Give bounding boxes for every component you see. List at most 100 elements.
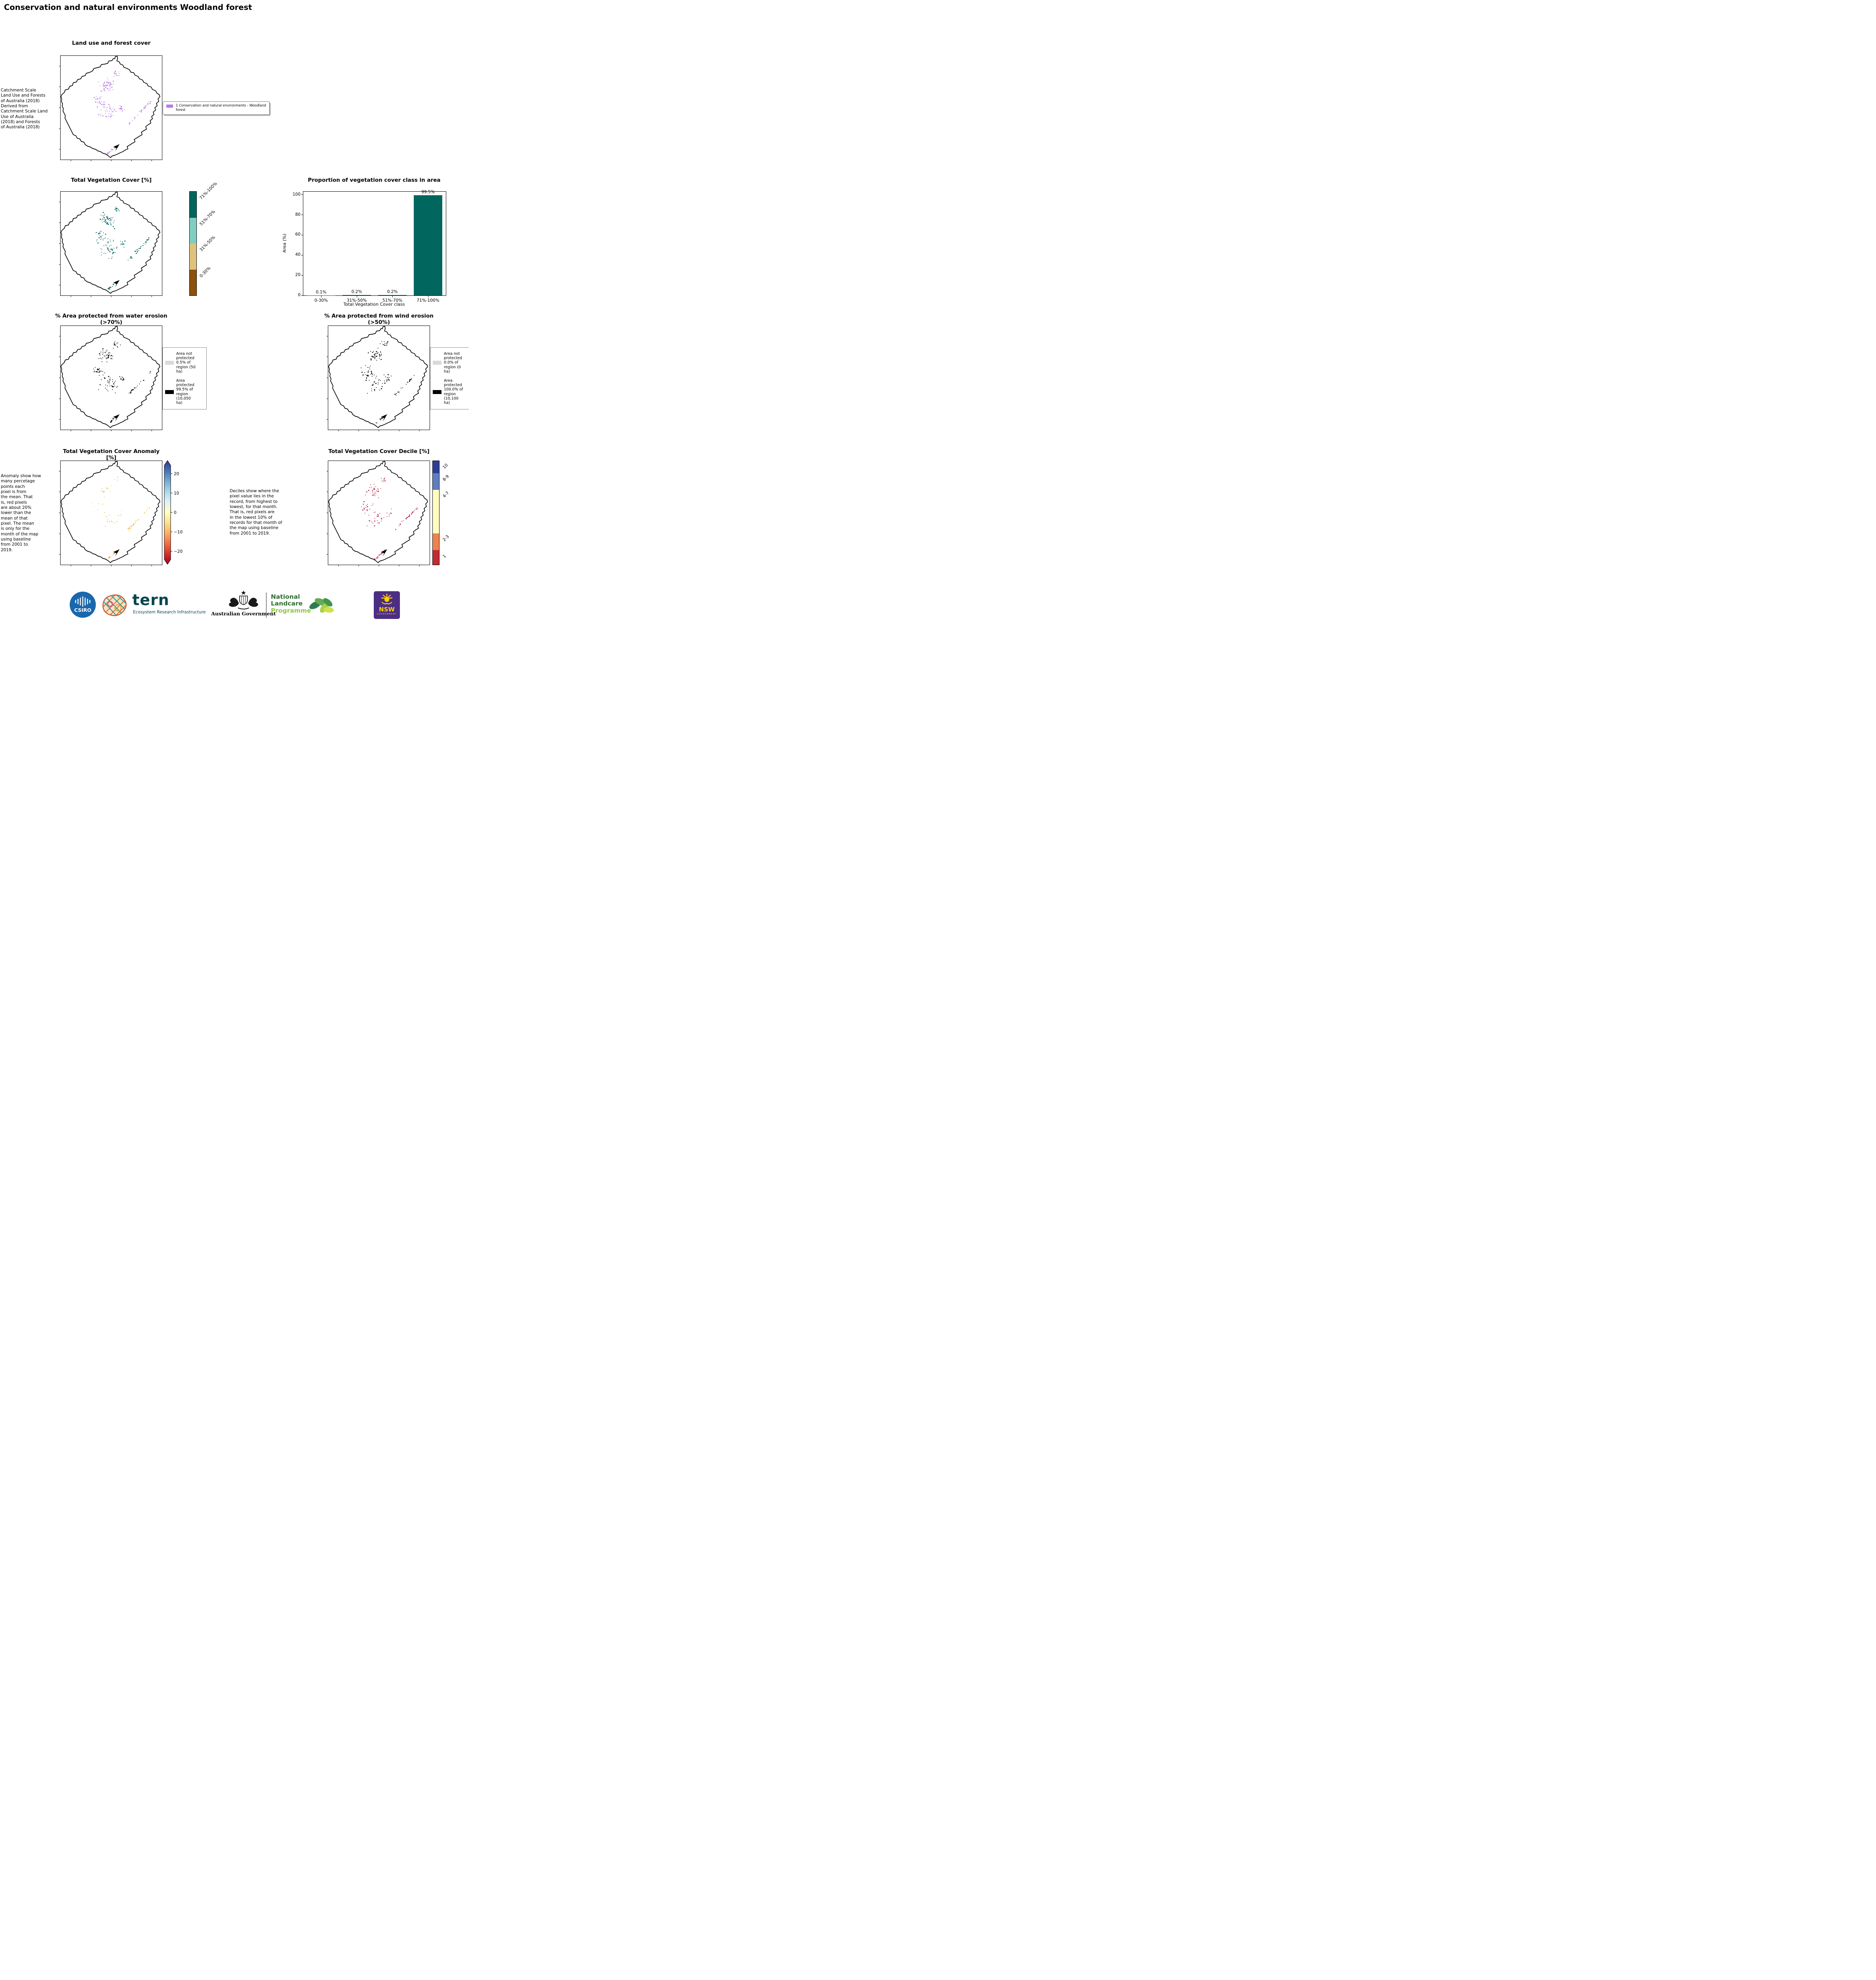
map-axis-ticks [59,66,152,162]
landcare-wordmark: National Landcare Programme [271,593,311,614]
bar [414,195,442,295]
tick-label-y: 100 [292,192,301,197]
water-erosion-legend: Area not protected 0.5% of region (50 ha… [162,347,207,410]
tick-label-x: 31%-50% [346,298,367,303]
crest-emu [248,598,258,607]
legend-label-protected: Area protected 99.5% of region (10,050 h… [176,379,194,406]
water-erosion-map [59,326,162,432]
catchment-boundary [61,461,160,563]
tick-label-y: 80 [295,212,301,217]
colorbar-class-label: 71%-100% [199,181,218,201]
water-erosion-panel-title: % Area protected from water erosion (>70… [55,313,167,326]
decile-panel-title: Total Vegetation Cover Decile [%] [328,448,430,455]
colorbar-class-label: 51%-70% [199,209,217,227]
decile-caption: Deciles show where the pixel value lies … [230,489,282,536]
landcare-line1: National [271,593,300,600]
legend-label-not-protected: Area not protected 0.5% of region (50 ha… [176,352,196,374]
map-axis-ticks [59,202,152,297]
landuse-legend: 1 Conservation and natural environments … [163,101,270,115]
colorbar-segment [190,244,196,270]
legend-swatch-not-protected [433,361,441,365]
csiro-wordmark: CSIRO [74,607,91,613]
colorbar-tick-label: −10 [174,530,183,535]
tern-wordmark: tern [132,591,169,609]
catchment-boundary [329,326,428,428]
tick-label-x: 71%-100% [417,298,440,303]
tick-label-y: 20 [295,272,301,278]
bar-value: 99.5% [421,189,435,194]
landcare-leaves-icon [306,592,337,619]
csiro-waveform-icon [75,596,91,607]
wind-erosion-legend: Area not protected 0.0% of region (0 ha)… [430,347,469,410]
landuse-map [59,55,162,162]
bar-chart-ylabel: Area (%) [282,234,287,253]
australian-government-crest [225,590,263,612]
anomaly-caption: Anomaly show how many percetage points e… [1,474,41,552]
legend-swatch-protected [165,390,174,394]
map-data-pixels [95,207,150,290]
legend-item: Area not protected 0.5% of region (50 ha… [165,352,204,374]
catchment-boundary [61,192,160,293]
map-arrow-marker [113,280,120,287]
map-data-pixels [361,477,418,560]
map-arrow-marker [113,144,120,151]
colorbar-class-label: 1 [442,554,447,559]
crest-kangaroo [229,598,239,607]
crest-star [241,590,246,595]
map-axis-ticks [59,336,152,432]
map-data-pixels [361,341,415,423]
landuse-legend-swatch [166,105,173,108]
map-axis-ticks [59,471,152,567]
legend-item: Area not protected 0.0% of region (0 ha) [433,352,469,374]
landcare-line3: Programme [271,607,311,614]
decile-colorbar: 10 8-9 4-7 2-3 1 [432,461,468,565]
csiro-logo: CSIRO [70,592,96,619]
legend-label-protected: Area protected 100.0% of region (10,100 … [444,379,463,406]
anomaly-map [59,461,162,567]
tick-y [301,275,303,276]
landuse-legend-label: 1 Conservation and natural environments … [176,104,266,112]
landuse-caption: Catchment Scale Land Use and Forests of … [1,88,48,130]
wind-erosion-map [326,326,430,432]
legend-swatch-not-protected [165,361,174,365]
colorbar-class-label: 0-30% [199,265,212,278]
map-data-pixels [93,70,151,155]
anomaly-colorbar-ticks: 20 10 0 −10 −20 [171,472,183,554]
tern-tagline: Ecosystem Research Infrastructure [133,610,206,615]
colorbar-class-label: 2-3 [442,534,450,543]
colorbar [189,191,197,296]
colorbar-tick-label: 10 [174,491,179,496]
page-title: Conservation and natural environments Wo… [4,3,252,12]
colorbar-segment [433,533,439,550]
tick-x [321,295,322,297]
tick-label-y: 0 [298,293,301,297]
legend-item: Area protected 99.5% of region (10,050 h… [165,379,204,405]
map-axis-ticks [326,471,420,567]
colorbar-tick-label: 20 [174,472,179,476]
map-arrow-marker [113,414,120,421]
colorbar-segment [433,550,439,565]
anomaly-colorbar: 20 10 0 −10 −20 [164,460,192,565]
decile-map [326,461,430,567]
legend-item: Area protected 100.0% of region (10,100 … [433,379,469,405]
colorbar-class-label: 10 [442,463,449,470]
bar-chart-xlabel: Total Vegetation Cover class [343,302,405,307]
tick-label-x: 0-30% [314,298,328,303]
vegcover-map [59,191,162,297]
map-data-pixels [92,477,150,559]
colorbar-class-label: 31%-50% [199,235,217,253]
bar-chart-plot: 0 20 40 60 80 100 0.1% 0-30% 0.2% 31%-50% 0.2% 51%-… [293,189,446,303]
colorbar-class-label: 4-7 [442,491,450,499]
vegcover-panel-title: Total Vegetation Cover [%] [71,177,152,183]
nsw-wordmark: NSW [379,606,395,613]
colorbar-tick-label: −20 [174,549,183,554]
colorbar-segment [433,473,439,490]
colorbar-segment [433,490,439,534]
bar-value: 0.2% [387,289,398,295]
anomaly-panel-title: Total Vegetation Cover Anomaly [%] [63,448,160,461]
nsw-government-label: GOVERNMENT [377,613,397,615]
bar-chart-title: Proportion of vegetation cover class in … [308,177,441,183]
nsw-government-logo: NSW GOVERNMENT [374,591,400,619]
colorbar-class-label: 8-9 [442,474,450,482]
map-data-pixels [93,341,151,423]
